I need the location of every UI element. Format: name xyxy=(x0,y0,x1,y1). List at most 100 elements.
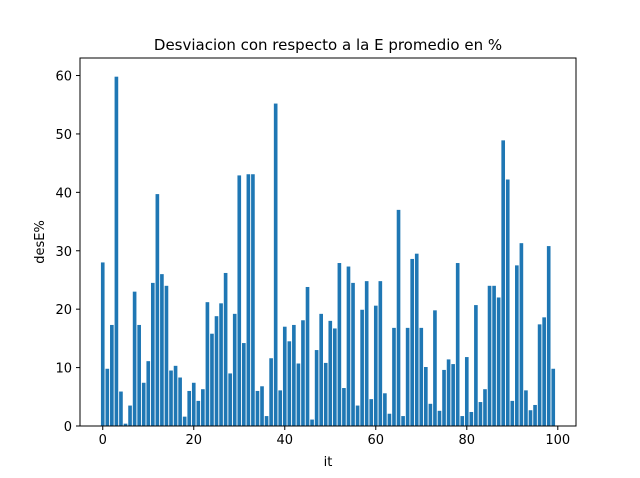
y-tick-label: 10 xyxy=(55,362,72,377)
bar-8 xyxy=(137,324,141,426)
bar-62 xyxy=(383,393,387,426)
bar-14 xyxy=(164,285,169,426)
bar-55 xyxy=(351,282,355,426)
bar-87 xyxy=(496,297,501,426)
bar-38 xyxy=(273,103,278,426)
y-tick-label: 20 xyxy=(55,303,72,318)
bar-59 xyxy=(369,399,374,426)
bar-47 xyxy=(314,350,319,426)
bar-58 xyxy=(364,281,369,426)
bar-67 xyxy=(405,327,410,426)
x-tick-label: 20 xyxy=(185,433,202,448)
bar-11 xyxy=(150,282,155,426)
bar-89 xyxy=(505,179,510,426)
bar-46 xyxy=(310,419,314,426)
bar-5 xyxy=(123,423,128,426)
y-tick-label: 30 xyxy=(55,245,72,260)
bar-52 xyxy=(337,263,342,426)
bar-54 xyxy=(346,266,351,426)
bar-12 xyxy=(155,194,160,426)
bar-84 xyxy=(483,389,487,426)
x-tick-label: 40 xyxy=(276,433,293,448)
bar-49 xyxy=(323,362,328,426)
bar-81 xyxy=(469,411,474,426)
bar-86 xyxy=(492,285,496,426)
x-tick-label: 80 xyxy=(459,433,476,448)
bar-0 xyxy=(100,262,105,426)
bar-77 xyxy=(451,364,455,426)
bar-97 xyxy=(542,317,546,426)
bar-22 xyxy=(201,389,205,426)
x-tick-label: 60 xyxy=(368,433,385,448)
bar-31 xyxy=(242,343,246,426)
bar-44 xyxy=(301,320,305,426)
bar-57 xyxy=(360,309,364,426)
bar-40 xyxy=(282,326,287,426)
bar-13 xyxy=(160,274,164,426)
bar-68 xyxy=(410,258,414,426)
bar-20 xyxy=(191,382,196,426)
bar-35 xyxy=(260,386,264,426)
y-tick-label: 40 xyxy=(55,186,72,201)
y-tick-label: 0 xyxy=(64,420,72,435)
bar-42 xyxy=(292,324,296,426)
bar-2 xyxy=(110,324,114,426)
bar-92 xyxy=(519,243,524,426)
bar-71 xyxy=(424,367,428,426)
bar-83 xyxy=(478,402,483,426)
bar-36 xyxy=(264,416,269,426)
bar-66 xyxy=(401,416,405,426)
bar-1 xyxy=(105,368,110,426)
bar-82 xyxy=(474,305,478,426)
bar-18 xyxy=(182,416,187,426)
bar-25 xyxy=(214,316,219,426)
bar-60 xyxy=(373,305,378,426)
bar-73 xyxy=(433,310,437,426)
bar-37 xyxy=(269,358,273,426)
bar-33 xyxy=(251,174,255,426)
bar-16 xyxy=(173,365,178,426)
bar-17 xyxy=(178,377,182,426)
bar-32 xyxy=(246,174,251,426)
bar-70 xyxy=(419,327,424,426)
bar-50 xyxy=(328,320,333,426)
bar-88 xyxy=(501,140,506,427)
bar-34 xyxy=(255,390,260,426)
bar-95 xyxy=(533,404,537,426)
bar-80 xyxy=(464,357,469,426)
x-axis-ticks: 0 20 40 60 80 100 xyxy=(99,426,570,448)
y-axis-label: desE% xyxy=(33,220,48,264)
bar-23 xyxy=(205,302,210,426)
bar-51 xyxy=(333,328,337,426)
y-tick-label: 50 xyxy=(55,128,72,143)
bar-99 xyxy=(551,368,556,426)
bar-94 xyxy=(528,410,533,426)
bar-15 xyxy=(169,370,173,426)
bar-39 xyxy=(278,390,283,426)
x-tick-label: 100 xyxy=(545,433,570,448)
bar-27 xyxy=(223,272,228,426)
bar-76 xyxy=(446,359,451,426)
bar-48 xyxy=(319,313,323,426)
bar-28 xyxy=(228,373,232,426)
x-tick-label: 0 xyxy=(99,433,107,448)
x-axis-label: it xyxy=(324,455,333,470)
bar-79 xyxy=(460,416,465,426)
bar-7 xyxy=(132,291,137,426)
bar-26 xyxy=(219,303,223,426)
bar-6 xyxy=(128,405,132,426)
plot-frame xyxy=(79,57,577,427)
bar-41 xyxy=(287,341,292,426)
bar-69 xyxy=(414,253,419,426)
bar-30 xyxy=(237,175,242,426)
bar-93 xyxy=(524,390,528,426)
bar-21 xyxy=(196,400,201,426)
bar-85 xyxy=(487,285,492,426)
y-axis-ticks: 0 10 20 30 40 50 60 xyxy=(55,70,80,435)
bar-9 xyxy=(141,382,146,426)
bar-75 xyxy=(442,369,446,426)
bar-56 xyxy=(355,405,360,426)
bar-3 xyxy=(114,76,119,426)
bar-63 xyxy=(387,413,392,426)
